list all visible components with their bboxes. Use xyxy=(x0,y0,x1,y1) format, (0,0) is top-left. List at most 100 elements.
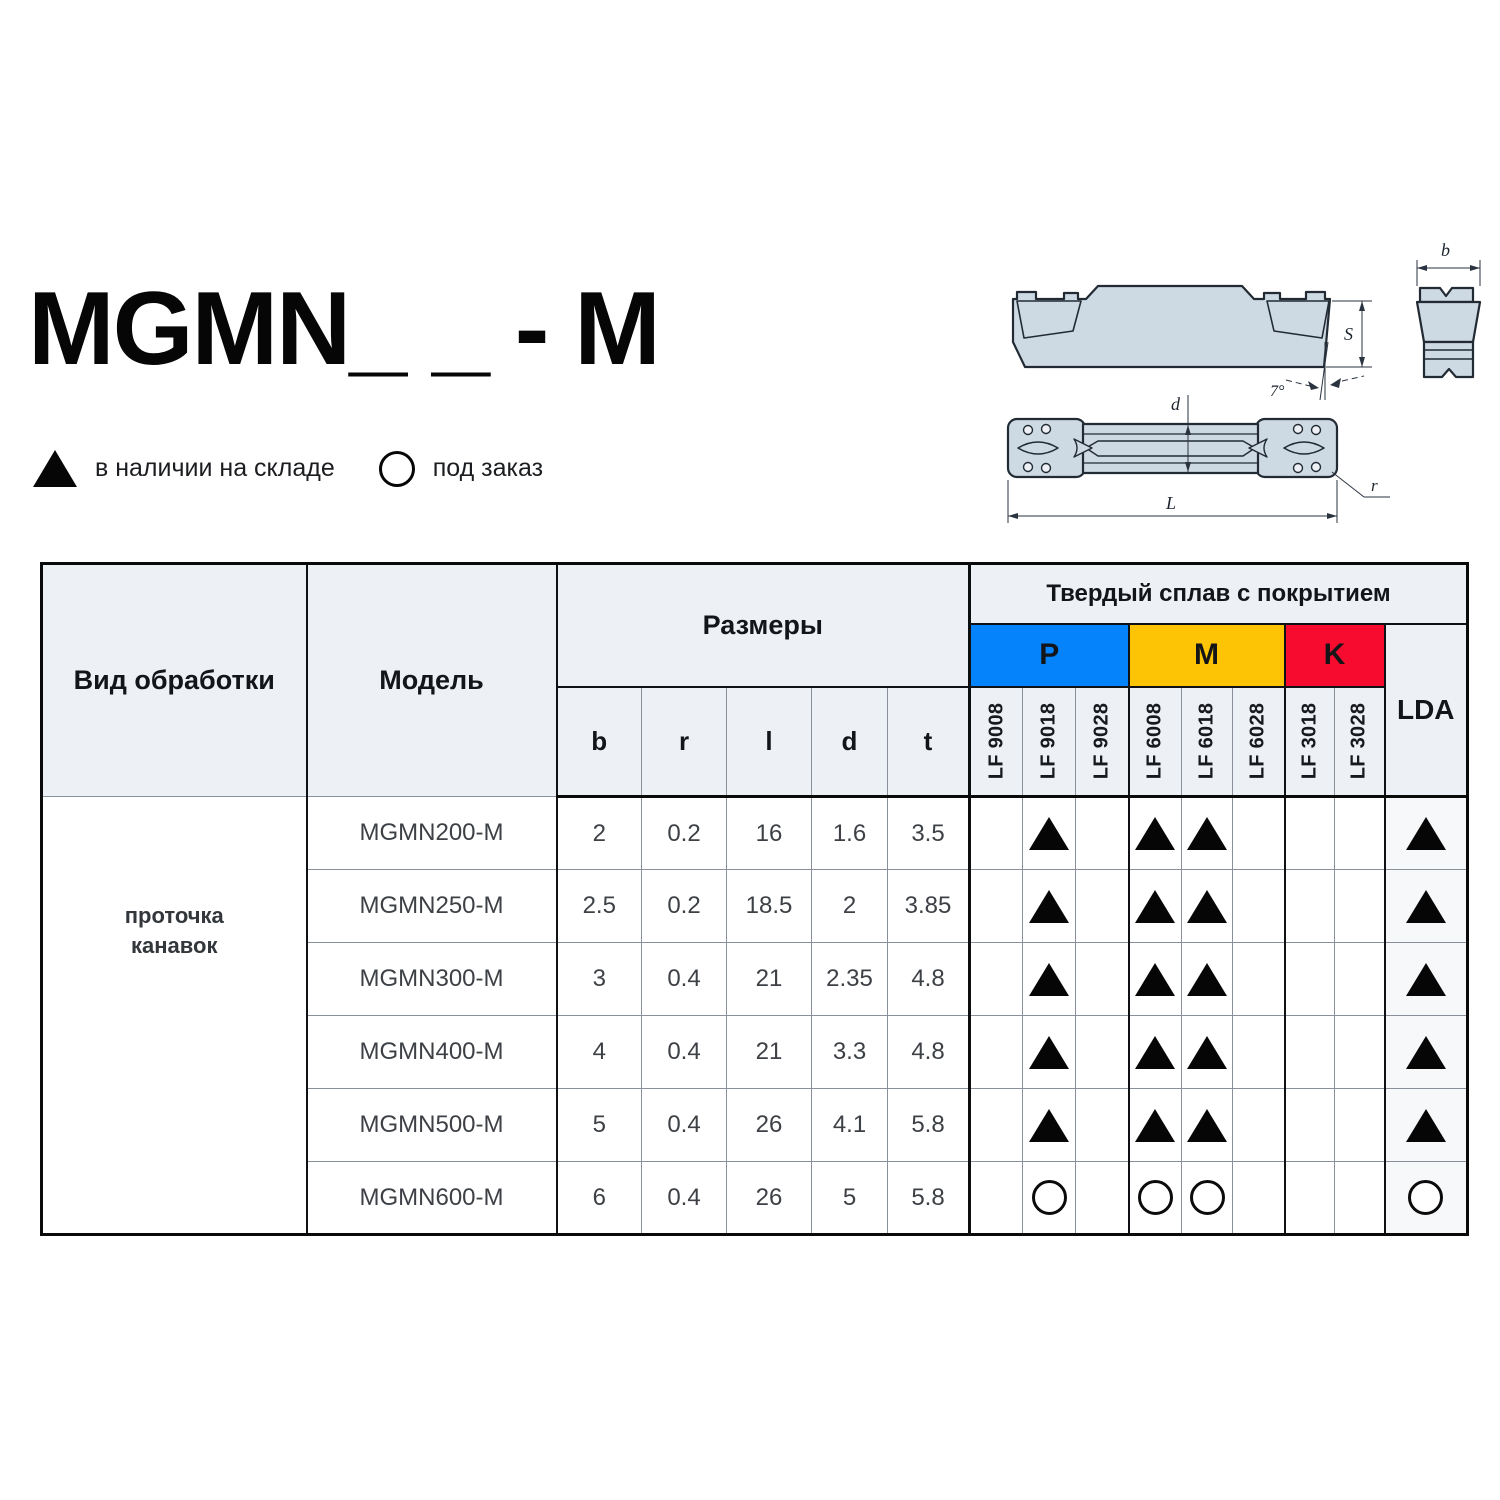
availability-cell xyxy=(1181,942,1233,1016)
in-stock-triangle-mark xyxy=(1405,817,1446,850)
availability-cell xyxy=(1075,1015,1129,1089)
availability-cell xyxy=(1283,796,1335,870)
dim-d-label: d xyxy=(1171,394,1181,414)
availability-cell xyxy=(1232,1088,1285,1162)
col-header-lf6008: LF 6008 xyxy=(1127,686,1182,798)
dimension-cell: 2.5 xyxy=(555,869,642,943)
processing-type-label: проточка канавок xyxy=(124,903,224,958)
col-header-lf6028: LF 6028 xyxy=(1232,686,1285,798)
model-cell: MGMN200-M xyxy=(305,796,557,870)
technical-drawing: S 7° b xyxy=(1006,240,1482,523)
availability-cell xyxy=(968,1088,1023,1162)
availability-cell xyxy=(1283,869,1335,943)
availability-cell xyxy=(1022,1088,1076,1162)
dimension-cell: 0.2 xyxy=(641,796,727,870)
availability-cell xyxy=(1022,1161,1076,1235)
angle-7-detail xyxy=(1285,341,1365,401)
availability-cell xyxy=(1383,1015,1468,1089)
dimension-cell: 26 xyxy=(726,1088,812,1162)
model-cell: MGMN600-M xyxy=(305,1161,557,1235)
dim-b xyxy=(1416,260,1481,286)
dimension-cell: 3.85 xyxy=(887,869,970,943)
availability-cell xyxy=(1127,1161,1182,1235)
dimension-cell: 6 xyxy=(555,1161,642,1235)
in-stock-triangle-mark xyxy=(1029,1108,1069,1142)
in-stock-triangle-mark xyxy=(1029,962,1069,996)
dimension-cell: 16 xyxy=(726,796,812,870)
dimension-cell: 3 xyxy=(555,942,642,1016)
dim-L xyxy=(1007,480,1338,523)
availability-cell xyxy=(968,869,1023,943)
on-order-circle-mark xyxy=(1137,1180,1173,1215)
in-stock-triangle-mark xyxy=(1405,962,1446,996)
dimension-cell: 5.8 xyxy=(887,1088,970,1162)
model-cell: MGMN400-M xyxy=(305,1015,557,1089)
table-row: MGMN300-M 3 0.4 21 2.35 4.8 xyxy=(42,942,1468,1016)
dim-S-label: S xyxy=(1344,324,1353,344)
col-header-lf9008: LF 9008 xyxy=(968,686,1023,798)
insert-side-view xyxy=(1011,284,1332,369)
availability-cell xyxy=(1075,796,1129,870)
table-row: MGMN600-M 6 0.4 26 5 5.8 xyxy=(42,1161,1468,1235)
group-header-m: M xyxy=(1127,623,1285,688)
availability-cell xyxy=(1022,1015,1076,1089)
availability-cell xyxy=(1075,942,1129,1016)
col-header-t: t xyxy=(887,686,970,798)
in-stock-triangle-mark xyxy=(1405,889,1446,923)
availability-cell xyxy=(1127,942,1182,1016)
availability-cell xyxy=(1075,869,1129,943)
group-header-k: K xyxy=(1283,623,1385,688)
legend-label-on-order: под заказ xyxy=(432,454,544,482)
table-row: MGMN500-M 5 0.4 26 4.1 5.8 xyxy=(42,1088,1468,1162)
dim-L-label: L xyxy=(1165,493,1176,513)
availability-cell xyxy=(1127,869,1182,943)
group-header-p: P xyxy=(968,623,1129,688)
dimension-cell: 18.5 xyxy=(726,869,812,943)
col-header-lf3028: LF 3028 xyxy=(1334,686,1385,798)
col-header-lf9018: LF 9018 xyxy=(1022,686,1076,798)
col-header-b: b xyxy=(555,686,642,798)
availability-cell xyxy=(1232,942,1285,1016)
model-cell: MGMN300-M xyxy=(305,942,557,1016)
in-stock-triangle-mark xyxy=(1135,1108,1176,1142)
in-stock-triangle-mark xyxy=(1029,817,1069,850)
availability-cell xyxy=(968,942,1023,1016)
dimension-cell: 5 xyxy=(555,1088,642,1162)
dim-r-label: r xyxy=(1371,476,1378,495)
availability-cell xyxy=(1127,796,1182,870)
availability-cell xyxy=(1022,942,1076,1016)
col-group-carbide: Твердый сплав с покрытием xyxy=(968,563,1468,625)
availability-cell xyxy=(968,1015,1023,1089)
dimension-cell: 4.8 xyxy=(887,942,970,1016)
availability-cell xyxy=(1181,1161,1233,1235)
dim-S xyxy=(1326,300,1372,368)
availability-cell xyxy=(1283,1088,1335,1162)
dim-b-label: b xyxy=(1441,240,1450,260)
col-group-dimensions: Размеры xyxy=(555,563,970,688)
availability-cell xyxy=(1334,942,1385,1016)
on-order-circle-mark xyxy=(1031,1180,1067,1215)
in-stock-triangle-mark xyxy=(1187,889,1227,923)
legend-item-in-stock: в наличии на складе xyxy=(33,450,335,487)
in-stock-triangle-mark xyxy=(1187,1108,1227,1142)
availability-cell xyxy=(1022,796,1076,870)
insert-top-view xyxy=(1006,417,1339,479)
col-header-lf9028: LF 9028 xyxy=(1075,686,1129,798)
model-cell: MGMN500-M xyxy=(305,1088,557,1162)
in-stock-triangle-mark xyxy=(1187,962,1227,996)
dimension-cell: 3.3 xyxy=(811,1015,888,1089)
angle-7-label: 7° xyxy=(1270,383,1285,400)
availability-cell xyxy=(1334,869,1385,943)
dimension-cell: 0.4 xyxy=(641,1088,727,1162)
availability-cell xyxy=(1383,1161,1468,1235)
insert-end-view xyxy=(1415,286,1482,379)
in-stock-triangle-mark xyxy=(1187,1035,1227,1069)
legend-label-in-stock: в наличии на складе xyxy=(95,454,335,482)
in-stock-triangle-mark xyxy=(1135,817,1176,850)
dimension-cell: 3.5 xyxy=(887,796,970,870)
col-header-processing: Вид обработки xyxy=(41,563,307,797)
table-row: MGMN250-M 2.5 0.2 18.5 2 3.85 xyxy=(42,869,1468,943)
in-stock-triangle-mark xyxy=(1405,1108,1446,1142)
availability-cell xyxy=(1334,1161,1385,1235)
